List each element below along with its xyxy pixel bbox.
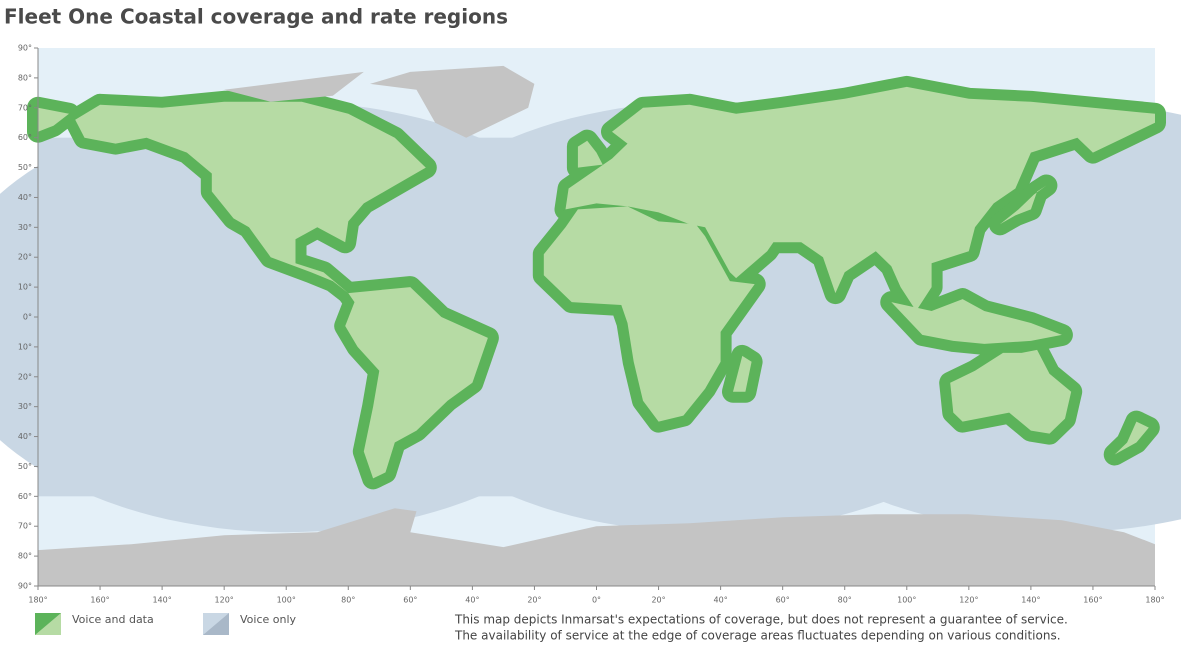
land [38, 107, 69, 132]
legend-swatch-shade [203, 613, 229, 635]
lat-label: 50° [18, 163, 32, 172]
map [0, 48, 1181, 586]
lon-label: 160° [1083, 596, 1102, 605]
land [891, 299, 1062, 344]
lat-label: 90° [18, 582, 32, 591]
coastal-coverage [27, 75, 1166, 490]
lat-label: 80° [18, 552, 32, 561]
greenland [370, 65, 535, 138]
lat-label: 60° [18, 492, 32, 501]
lat-label: 80° [18, 73, 32, 82]
arctic-islands [224, 71, 364, 102]
lat-label: 40° [18, 193, 32, 202]
lon-label: 100° [277, 596, 296, 605]
lon-label: 180° [1145, 596, 1164, 605]
land [1114, 421, 1149, 455]
axes: 90° 80° 70° 60° 50° 40° 30° 20° 10° 0° 10° 20° 30° 40… [18, 44, 1165, 605]
land [543, 206, 755, 422]
lon-label: 20° [527, 596, 541, 605]
title: Fleet One Coastal coverage and rate regi… [4, 5, 508, 29]
lon-label: 20° [651, 596, 665, 605]
lon-label: 0° [592, 596, 601, 605]
land [733, 355, 752, 392]
lon-label: 120° [215, 596, 234, 605]
land [75, 101, 426, 294]
lon-label: 140° [1021, 596, 1040, 605]
note-line: This map depicts Inmarsat's expectations… [454, 613, 1068, 627]
lon-label: 40° [465, 596, 479, 605]
lat-label: 20° [18, 372, 32, 381]
land [950, 349, 1072, 434]
lat-label: 30° [18, 223, 32, 232]
antarctica [38, 508, 1155, 586]
lat-label: 0° [23, 313, 32, 322]
land [345, 287, 488, 479]
lon-label: 180° [28, 596, 47, 605]
lon-label: 80° [341, 596, 355, 605]
note-line: The availability of service at the edge … [454, 629, 1061, 643]
lon-label: 100° [897, 596, 916, 605]
lon-label: 80° [838, 596, 852, 605]
lon-label: 120° [959, 596, 978, 605]
land [577, 140, 603, 168]
lon-label: 140° [152, 596, 171, 605]
lat-label: 40° [18, 432, 32, 441]
lat-label: 70° [18, 103, 32, 112]
legend-label: Voice only [240, 613, 297, 626]
lon-label: 160° [90, 596, 109, 605]
land [565, 86, 1155, 312]
lat-label: 70° [18, 522, 32, 531]
lat-label: 60° [18, 133, 32, 142]
lat-label: 20° [18, 253, 32, 262]
lon-label: 60° [776, 596, 790, 605]
land [999, 185, 1047, 225]
lat-label: 50° [18, 462, 32, 471]
lon-label: 60° [403, 596, 417, 605]
lat-label: 90° [18, 44, 32, 53]
lat-label: 10° [18, 342, 32, 351]
lat-label: 30° [18, 402, 32, 411]
legend-swatch-shade [35, 613, 61, 635]
legend-label: Voice and data [72, 613, 154, 626]
lat-label: 10° [18, 283, 32, 292]
lon-label: 40° [714, 596, 728, 605]
